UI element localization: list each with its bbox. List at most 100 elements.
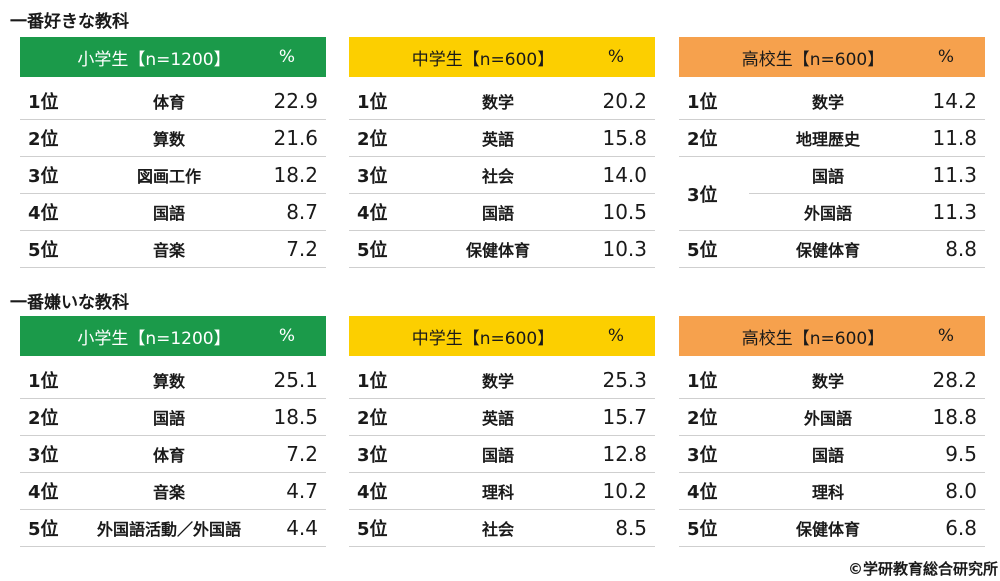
table-header: 小学生【n=1200】 % [20,37,326,77]
rank-cell: 2位 [679,398,749,436]
unit-label: % [937,47,955,67]
percent-cell: 22.9 [248,83,326,120]
subject-cell: 数学 [749,83,907,120]
group-label: 中学生【n=600】 [411,49,555,70]
rank-cell: 5位 [20,230,90,268]
unit-label: % [278,47,296,67]
percent-cell: 10.3 [577,230,655,268]
percent-cell: 25.3 [577,362,655,399]
percent-cell: 12.8 [577,435,655,473]
percent-cell: 8.7 [248,193,326,231]
percent-cell: 4.4 [248,509,326,547]
table-row: 5位 保健体育 8.8 [679,230,985,268]
group-label: 小学生【n=1200】 [77,49,231,70]
percent-cell: 7.2 [248,230,326,268]
table-row: 1位 数学 28.2 [679,362,985,399]
ranking-table-high: 高校生【n=600】 % 1位 数学 28.2 2位 外国語 18.8 3位 国語 9.5… [679,316,985,547]
rank-cell: 2位 [349,398,419,436]
rank-cell: 3位 [349,156,419,194]
subject-cell: 社会 [419,156,577,194]
rank-cell: 3位 [349,435,419,473]
rank-cell: 5位 [679,230,749,268]
rank-cell: 5位 [349,509,419,547]
rank-cell: 5位 [349,230,419,268]
table-row: 4位 理科 10.2 [349,472,655,510]
subject-cell: 国語 [419,435,577,473]
rank-cell: 3位 [20,435,90,473]
unit-label: % [607,47,625,67]
ranking-table-elementary: 小学生【n=1200】 % 1位 算数 25.1 2位 国語 18.5 3位 体育 7.2… [20,316,326,547]
section-title-least-favorite: 一番嫌いな教科 [10,293,129,313]
unit-label: % [278,326,296,346]
rank-cell: 2位 [20,119,90,157]
rank-cell: 1位 [20,83,90,120]
rank-cell: 4位 [20,472,90,510]
subject-cell: 保健体育 [419,230,577,268]
percent-cell: 28.2 [907,362,985,399]
table-row: 3位 図画工作 18.2 [20,156,326,194]
subject-cell: 外国語 [749,193,907,231]
percent-cell: 21.6 [248,119,326,157]
table-row: 2位 外国語 18.8 [679,398,985,436]
table-row: 3位 社会 14.0 [349,156,655,194]
rank-cell: 5位 [20,509,90,547]
table-header: 小学生【n=1200】 % [20,316,326,356]
percent-cell: 18.5 [248,398,326,436]
rank-cell: 1位 [349,83,419,120]
percent-cell: 4.7 [248,472,326,510]
percent-cell: 18.8 [907,398,985,436]
percent-cell: 18.2 [248,156,326,194]
percent-cell: 20.2 [577,83,655,120]
table-row: 1位 数学 25.3 [349,362,655,399]
percent-cell: 7.2 [248,435,326,473]
rank-cell: 4位 [679,472,749,510]
table-row: 2位 地理歴史 11.8 [679,119,985,157]
subject-cell: 社会 [419,509,577,547]
percent-cell: 11.3 [907,193,985,231]
subject-cell: 外国語活動／外国語 [90,509,248,547]
group-label: 小学生【n=1200】 [77,328,231,349]
subject-cell: 保健体育 [749,509,907,547]
percent-cell: 8.8 [907,230,985,268]
table-row: 1位 数学 20.2 [349,83,655,120]
percent-cell: 8.5 [577,509,655,547]
rank-cell: 4位 [349,472,419,510]
table-row: 4位 国語 10.5 [349,193,655,231]
percent-cell: 15.8 [577,119,655,157]
rank-cell: 3位 [679,435,749,473]
table-row: 5位 保健体育 10.3 [349,230,655,268]
rank-cell: 3位 [679,156,749,231]
ranking-table-high: 高校生【n=600】 % 1位 数学 14.2 2位 地理歴史 11.8 3位 国語 11… [679,37,985,268]
subject-cell: 理科 [419,472,577,510]
subject-cell: 数学 [749,362,907,399]
subject-cell: 国語 [90,193,248,231]
ranking-table-junior_high: 中学生【n=600】 % 1位 数学 20.2 2位 英語 15.8 3位 社会 14.0… [349,37,655,268]
percent-cell: 11.8 [907,119,985,157]
table-row: 3位 体育 7.2 [20,435,326,473]
subject-cell: 算数 [90,362,248,399]
rank-cell: 2位 [20,398,90,436]
table-row: 4位 理科 8.0 [679,472,985,510]
subject-cell: 国語 [90,398,248,436]
table-row: 2位 算数 21.6 [20,119,326,157]
subject-cell: 保健体育 [749,230,907,268]
subject-cell: 体育 [90,83,248,120]
subject-cell: 国語 [749,156,907,194]
ranking-table-elementary: 小学生【n=1200】 % 1位 体育 22.9 2位 算数 21.6 3位 図画工作 1… [20,37,326,268]
subject-cell: 算数 [90,119,248,157]
rank-cell: 3位 [20,156,90,194]
ranking-table-junior_high: 中学生【n=600】 % 1位 数学 25.3 2位 英語 15.7 3位 国語 12.8… [349,316,655,547]
table-row: 2位 英語 15.7 [349,398,655,436]
percent-cell: 9.5 [907,435,985,473]
percent-cell: 14.2 [907,83,985,120]
percent-cell: 11.3 [907,156,985,194]
group-label: 高校生【n=600】 [741,49,885,70]
subject-cell: 体育 [90,435,248,473]
table-header: 高校生【n=600】 % [679,37,985,77]
table-row: 5位 社会 8.5 [349,509,655,547]
table-row: 3位 国語 9.5 [679,435,985,473]
unit-label: % [607,326,625,346]
rank-cell: 1位 [20,362,90,399]
copyright-credit: ©学研教育総合研究所 [847,560,998,578]
subject-cell: 音楽 [90,230,248,268]
